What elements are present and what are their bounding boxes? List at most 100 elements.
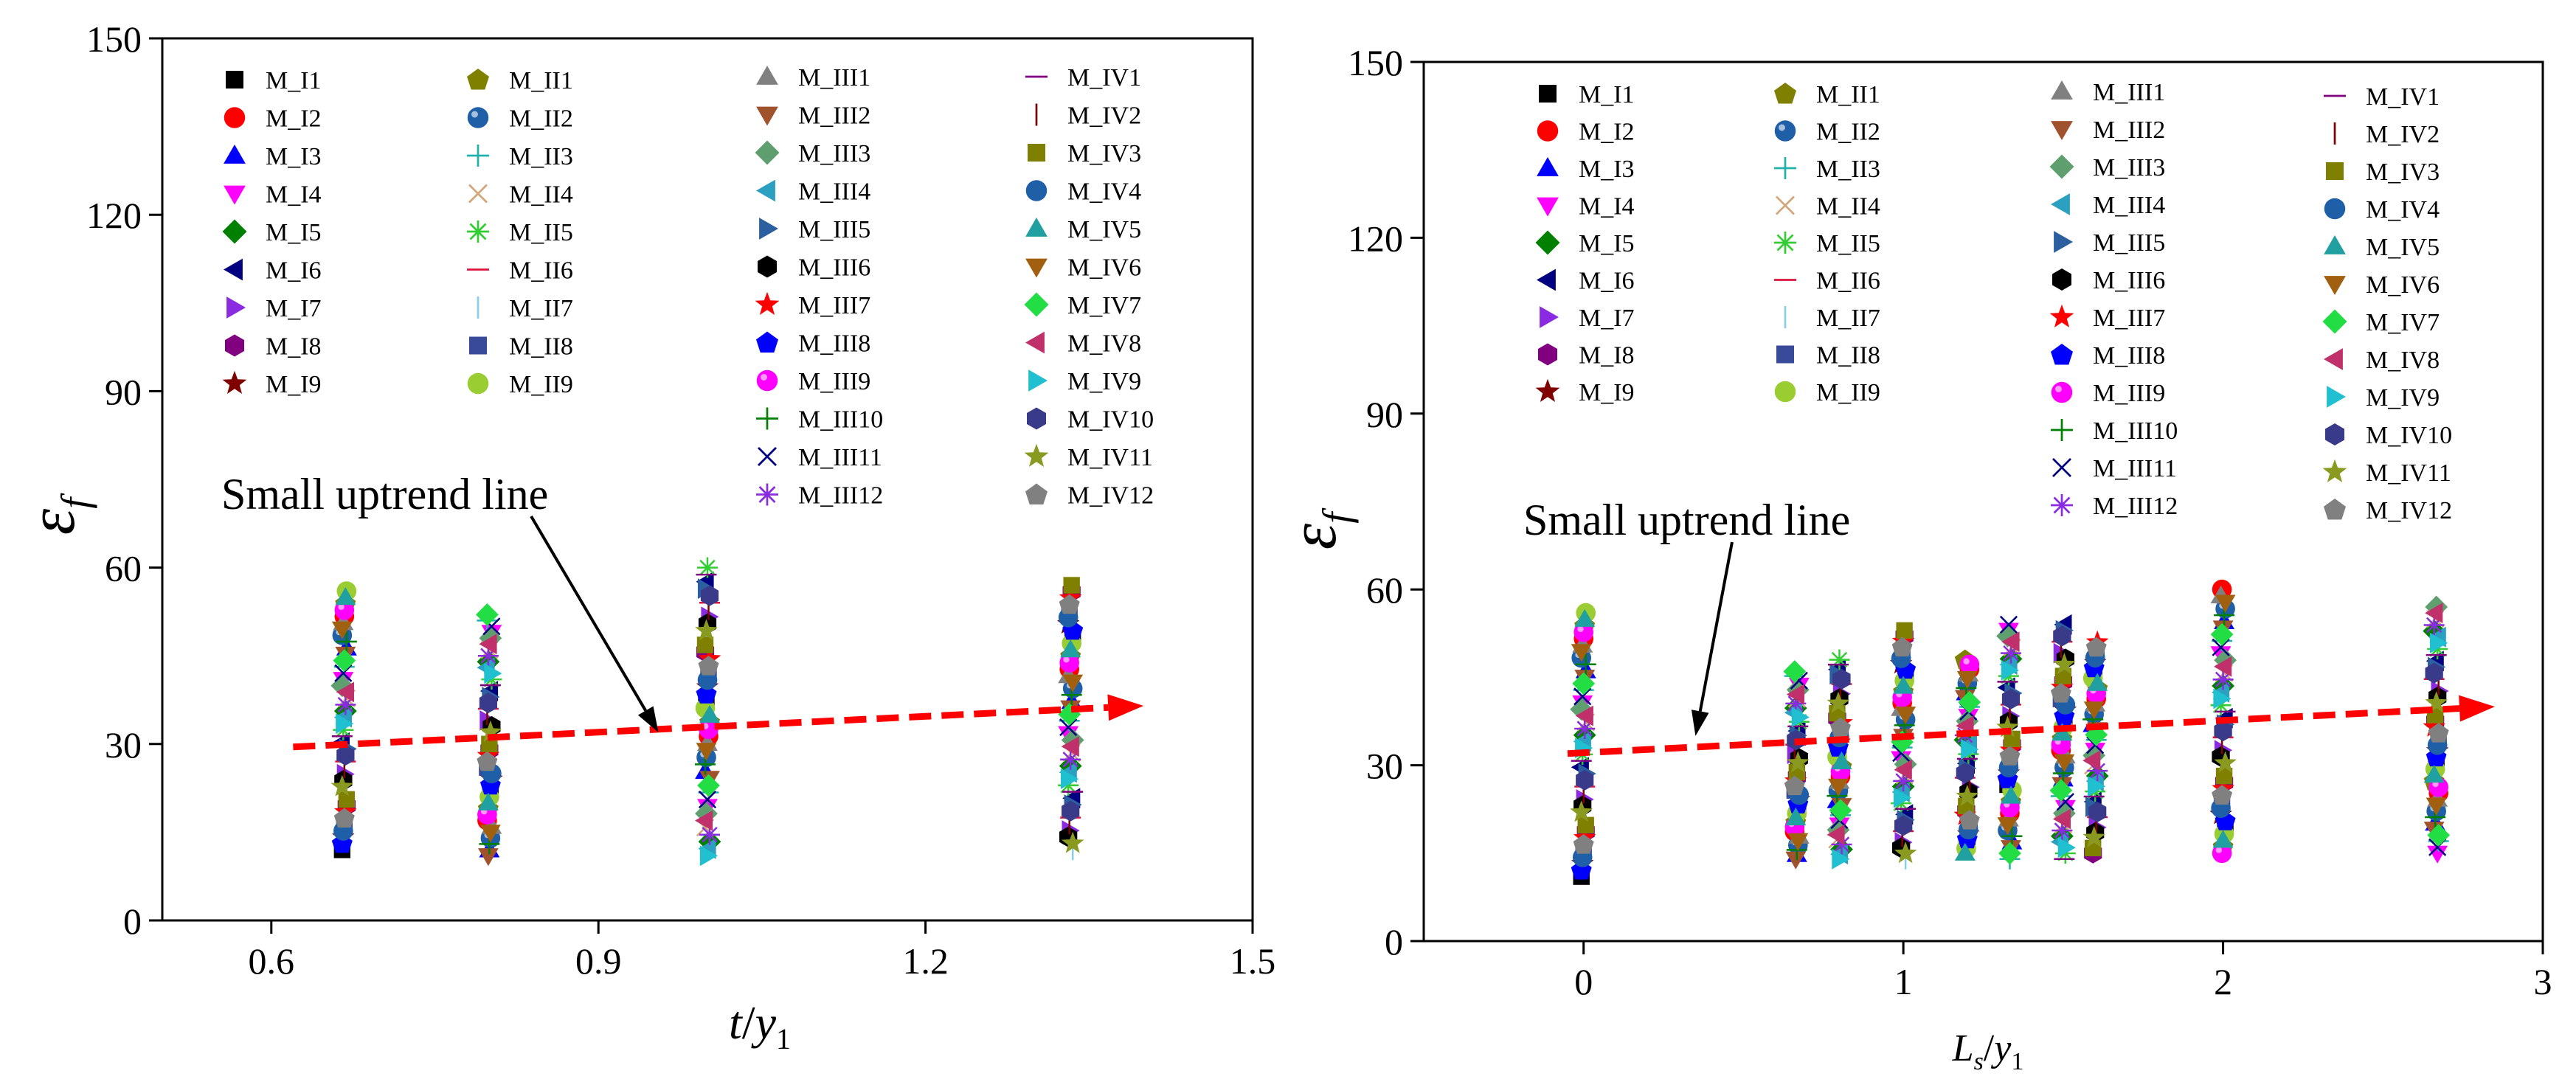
- right-data-point: [2212, 785, 2233, 805]
- right-data-point: [1896, 622, 1913, 639]
- right-data-point: [1894, 842, 1917, 864]
- left-legend-marker: [467, 107, 489, 128]
- left-legend-marker: [756, 331, 778, 353]
- right-legend-marker: [2051, 121, 2073, 140]
- left-legend-label: M_I3: [266, 143, 322, 170]
- right-legend-label: M_III5: [2093, 229, 2165, 257]
- right-data-point: [1573, 687, 1592, 706]
- right-legend-marker: [1539, 85, 1557, 103]
- left-legend-marker: [222, 219, 247, 244]
- right-legend-marker: [1776, 345, 1794, 364]
- left-x-axis-label-var: y: [751, 996, 777, 1049]
- right-legend-marker: [2051, 80, 2073, 100]
- right-data-point: [2050, 682, 2071, 703]
- right-legend-item: M_IV2: [2333, 121, 2440, 148]
- left-y-ticks: 0 30 60 90 120 150: [86, 18, 162, 942]
- left-legend-marker: [756, 483, 778, 506]
- right-data-point: [2430, 632, 2448, 653]
- right-legend-item: M_IV5: [2324, 234, 2440, 261]
- left-data-point: [1059, 653, 1079, 673]
- left-legend-item: M_I8: [225, 333, 322, 361]
- left-legend-item: M_II6: [467, 257, 573, 285]
- left-legend-marker: [467, 221, 489, 243]
- left-legend-marker: [755, 140, 780, 165]
- right-legend-marker: [2052, 458, 2071, 477]
- left-legend-item: M_II8: [469, 333, 573, 361]
- right-annotation-arrowhead: [1691, 709, 1709, 736]
- left-legend-label: M_IV1: [1067, 64, 1141, 91]
- right-legend-label: M_II7: [1816, 305, 1880, 332]
- left-data-point: [331, 621, 353, 639]
- left-legend-marker: [468, 184, 488, 204]
- left-data-point: [334, 664, 353, 682]
- right-legend-item: M_IV4: [2324, 196, 2440, 223]
- right-legend-marker: [2051, 344, 2073, 365]
- left-legend-marker: [1024, 292, 1049, 317]
- right-legend-marker: [2324, 348, 2343, 370]
- right-legend-item: M_III7: [2049, 304, 2165, 332]
- right-legend-marker: [2051, 381, 2073, 403]
- right-data-point: [1996, 715, 2019, 738]
- left-data-point: [335, 587, 356, 606]
- right-data-point: [1954, 842, 1976, 861]
- left-y-tick-label: 60: [105, 548, 142, 589]
- right-data-point: [2052, 808, 2071, 830]
- left-legend-marker: [467, 69, 489, 90]
- left-legend-item: M_II1: [467, 67, 573, 94]
- right-data-point: [1893, 676, 1914, 694]
- right-data-point: [2214, 751, 2237, 773]
- right-data-point: [2425, 662, 2443, 684]
- left-y-tick-label: 30: [105, 724, 142, 766]
- left-data-point: [1059, 594, 1080, 614]
- right-legend-item: M_II6: [1774, 268, 1880, 295]
- left-legend-marker: [1025, 331, 1045, 354]
- right-x-axis-label-sub: s: [1974, 1048, 1984, 1075]
- right-legend-label: M_IV9: [2366, 384, 2440, 412]
- right-x-axis-label-sub2: 1: [2011, 1048, 2023, 1075]
- left-legend-label: M_I2: [266, 105, 322, 133]
- right-legend-item: M_I4: [1537, 193, 1635, 221]
- right-y-tick-label: 30: [1366, 746, 1403, 787]
- left-legend-label: M_II1: [509, 67, 573, 94]
- right-legend-marker: [2322, 309, 2347, 334]
- left-legend-item: M_I2: [224, 105, 322, 133]
- right-legend-marker: [2049, 304, 2074, 327]
- right-legend-item: M_III11: [2052, 455, 2177, 482]
- left-data-point: [330, 774, 354, 797]
- left-legend-marker: [226, 71, 243, 89]
- right-legend-label: M_II2: [1816, 119, 1880, 146]
- left-annotation-arrow: [530, 515, 647, 712]
- right-data-point: [2210, 622, 2234, 646]
- right-data-point: [2427, 845, 2448, 864]
- left-legend-marker: [224, 107, 246, 128]
- left-legend-label: M_II7: [509, 295, 573, 322]
- right-legend-item: M_III4: [2051, 192, 2165, 219]
- right-data-point: [1827, 824, 1845, 845]
- right-data-point: [2053, 653, 2076, 675]
- right-legend-label: M_III1: [2093, 79, 2165, 106]
- left-legend-label: M_IV9: [1067, 368, 1141, 395]
- left-legend-item: M_I3: [224, 143, 322, 170]
- left-legend-marker: [467, 372, 489, 395]
- right-legend-marker: [1540, 306, 1559, 328]
- right-annotation-text: Small uptrend line: [1523, 496, 1850, 544]
- right-data-point: [1830, 717, 1851, 738]
- left-legend-item: M_III3: [755, 140, 870, 167]
- right-legend-marker: [1537, 157, 1559, 176]
- right-legend-item: M_III1: [2051, 79, 2165, 106]
- left-legend-item: M_IV7: [1024, 292, 1141, 319]
- right-trend-line: [1567, 695, 2495, 757]
- right-legend-label: M_III6: [2093, 267, 2165, 294]
- right-data-point: [1999, 746, 2021, 766]
- right-legend-label: M_III12: [2093, 493, 2178, 520]
- left-legend-item: M_III10: [756, 406, 883, 434]
- left-legend-label: M_III9: [798, 368, 870, 395]
- left-legend-label: M_II2: [509, 105, 573, 133]
- left-data-point: [333, 649, 356, 672]
- right-y-axis-label-main: ε: [1277, 523, 1350, 549]
- right-legend-label: M_II4: [1816, 193, 1880, 221]
- left-trend-dashed-line: [293, 704, 1109, 751]
- left-legend-label: M_IV6: [1067, 254, 1141, 282]
- right-data-point: [1998, 842, 2021, 865]
- right-data-point: [2054, 754, 2075, 772]
